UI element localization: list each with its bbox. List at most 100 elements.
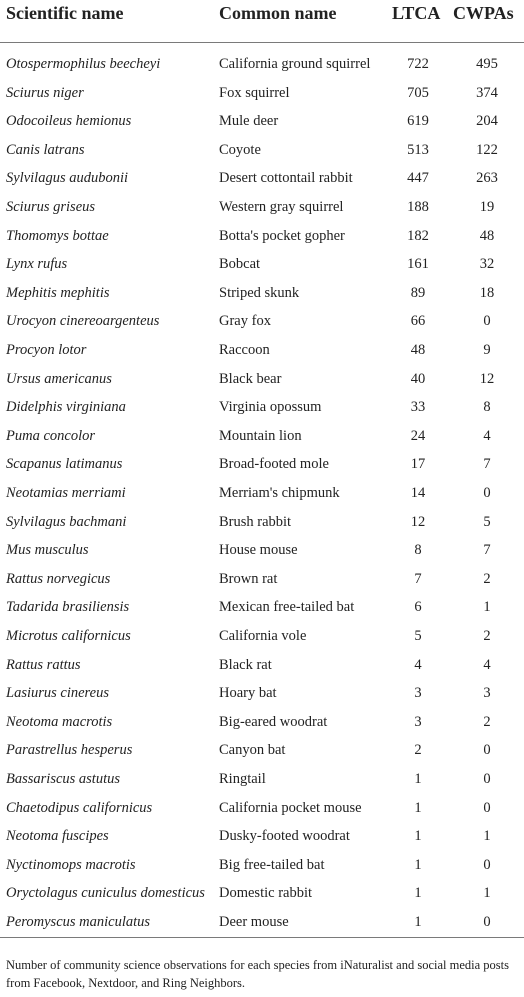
table-header: Scientific name Common name LTCA CWPAs [0, 0, 524, 43]
common-name-cell: Mountain lion [219, 427, 302, 444]
common-name-cell: House mouse [219, 542, 298, 559]
cwpas-count-cell: 1 [483, 828, 491, 845]
common-name-cell: Raccoon [219, 342, 270, 358]
cwpas-count-cell: 495 [476, 56, 498, 72]
cwpas-count-cell: 12 [479, 370, 495, 387]
ltca-count-cell: 1 [414, 885, 422, 902]
scientific-name-cell: Sciurus niger [6, 84, 84, 101]
scientific-name-cell: Microtus californicus [6, 628, 131, 644]
table-row: Odocoileus hemionus Mule deer 619 204 [0, 107, 524, 136]
scientific-name-cell: Rattus norvegicus [6, 570, 111, 587]
header-scientific-name: Scientific name [6, 3, 124, 23]
common-name-cell: Striped skunk [219, 284, 300, 301]
ltca-count-cell: 513 [407, 141, 429, 158]
cwpas-count-cell: 19 [479, 199, 495, 215]
scientific-name-cell: Otospermophilus beecheyi [6, 56, 161, 72]
ltca-count-cell: 17 [410, 456, 426, 473]
scientific-name-cell: Tadarida brasiliensis [6, 599, 130, 616]
ltca-count-cell: 161 [407, 256, 429, 273]
cwpas-count-cell: 7 [483, 542, 491, 559]
table-row: Parastrellus hesperus Canyon bat 2 0 [0, 736, 524, 765]
ltca-count-cell: 1 [414, 856, 422, 873]
table-row: Rattus norvegicus Brown rat 7 2 [0, 565, 524, 594]
common-name-cell: Domestic rabbit [219, 885, 313, 902]
scientific-name-cell: Mephitis mephitis [6, 284, 110, 301]
common-name-cell: Big free-tailed bat [219, 856, 325, 873]
table-row: Sylvilagus audubonii Desert cottontail ra… [0, 164, 524, 193]
ltca-count-cell: 2 [414, 742, 422, 759]
table-row: Bassariscus astutus Ringtail 1 0 [0, 765, 524, 794]
cwpas-count-cell: 7 [483, 456, 491, 473]
cwpas-count-cell: 0 [483, 799, 491, 816]
table-row: Otospermophilus beecheyi California groun… [0, 50, 524, 79]
cwpas-count-cell: 1 [483, 885, 491, 902]
ltca-count-cell: 1 [414, 799, 422, 816]
common-name-cell: Ringtail [219, 771, 266, 787]
scientific-name-cell: Puma concolor [6, 427, 95, 444]
header-ltca: LTCA [392, 3, 441, 23]
scientific-name-cell: Thomomys bottae [6, 227, 109, 244]
cwpas-count-cell: 8 [483, 399, 491, 416]
common-name-cell: Brown rat [219, 570, 278, 587]
table-row: Thomomys bottae Botta's pocket gopher 182 4… [0, 222, 524, 251]
cwpas-count-cell: 48 [479, 227, 495, 244]
cwpas-count-cell: 3 [483, 685, 491, 702]
ltca-count-cell: 48 [410, 342, 426, 358]
ltca-count-cell: 1 [414, 828, 422, 845]
table-row: Canis latrans Coyote 513 122 [0, 136, 524, 165]
ltca-count-cell: 6 [414, 599, 422, 616]
ltca-count-cell: 3 [414, 713, 422, 730]
common-name-cell: Mule deer [219, 113, 279, 130]
cwpas-count-cell: 0 [483, 742, 491, 759]
common-name-cell: California ground squirrel [219, 56, 371, 72]
cwpas-count-cell: 1 [483, 599, 491, 616]
table-row: Oryctolagus cuniculus domesticus Domestic… [0, 879, 524, 908]
ltca-count-cell: 447 [407, 170, 429, 187]
scientific-name-cell: Neotoma macrotis [6, 713, 113, 730]
cwpas-count-cell: 263 [476, 170, 498, 187]
scientific-name-cell: Neotamias merriami [6, 485, 126, 501]
ltca-count-cell: 12 [410, 513, 426, 530]
ltca-count-cell: 8 [414, 542, 422, 559]
table-row: Didelphis virginiana Virginia opossum 33 8 [0, 393, 524, 422]
common-name-cell: Dusky-footed woodrat [219, 828, 350, 845]
scientific-name-cell: Lasiurus cinereus [6, 685, 109, 702]
common-name-cell: Western gray squirrel [219, 199, 344, 215]
ltca-count-cell: 66 [410, 313, 426, 330]
cwpas-count-cell: 0 [483, 313, 491, 330]
ltca-count-cell: 722 [407, 56, 429, 72]
ltca-count-cell: 89 [410, 284, 426, 301]
header-cwpas: CWPAs [453, 3, 514, 23]
cwpas-count-cell: 204 [476, 113, 498, 130]
table-row: Mus musculus House mouse 8 7 [0, 536, 524, 565]
common-name-cell: Fox squirrel [219, 84, 290, 101]
scientific-name-cell: Rattus rattus [6, 656, 81, 673]
table-footnote: Number of community science observations… [6, 958, 509, 990]
scientific-name-cell: Lynx rufus [6, 256, 68, 273]
table-row: Sciurus niger Fox squirrel 705 374 [0, 79, 524, 108]
scientific-name-cell: Neotoma fuscipes [6, 828, 109, 845]
scientific-name-cell: Bassariscus astutus [6, 771, 121, 787]
header-common-name: Common name [219, 3, 337, 23]
table-row: Puma concolor Mountain lion 24 4 [0, 422, 524, 451]
cwpas-count-cell: 374 [476, 84, 498, 101]
cwpas-count-cell: 2 [483, 713, 491, 730]
common-name-cell: Bobcat [219, 256, 261, 273]
ltca-count-cell: 14 [410, 485, 426, 501]
scientific-name-cell: Canis latrans [6, 141, 85, 158]
table-row: Neotoma macrotis Big-eared woodrat 3 2 [0, 708, 524, 737]
table-row: Chaetodipus californicus California pocke… [0, 794, 524, 823]
scientific-name-cell: Sylvilagus audubonii [6, 170, 129, 187]
common-name-cell: Black bear [219, 370, 282, 387]
table-row: Nyctinomops macrotis Big free-tailed bat 1… [0, 851, 524, 880]
table-row: Procyon lotor Raccoon 48 9 [0, 336, 524, 365]
table-row: Sciurus griseus Western gray squirrel 188 1… [0, 193, 524, 222]
cwpas-count-cell: 122 [476, 141, 498, 158]
cwpas-count-cell: 4 [483, 656, 491, 673]
common-name-cell: Virginia opossum [219, 399, 322, 416]
common-name-cell: Black rat [219, 656, 272, 673]
common-name-cell: Broad-footed mole [219, 456, 329, 473]
common-name-cell: Deer mouse [219, 914, 289, 930]
table-row: Lynx rufus Bobcat 161 32 [0, 250, 524, 279]
